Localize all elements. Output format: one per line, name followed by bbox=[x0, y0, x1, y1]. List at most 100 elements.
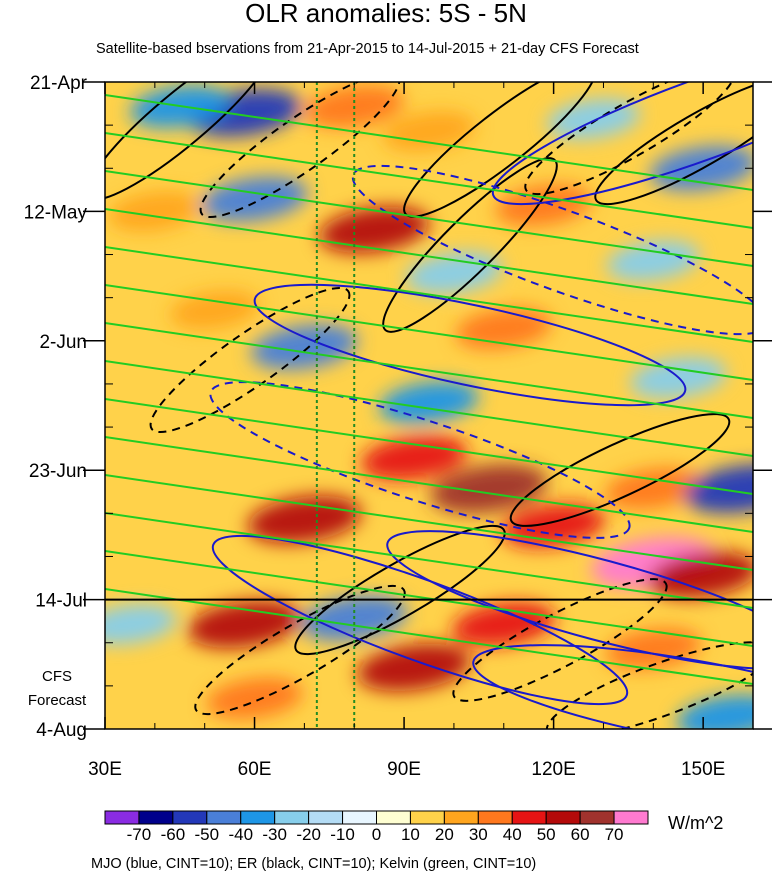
x-axis: 30E 60E 90E 120E 150E bbox=[88, 82, 725, 780]
y-tick-label: 21-Apr bbox=[30, 73, 88, 94]
anomaly-patch-10 bbox=[606, 240, 700, 281]
chart-subtitle: Satellite-based bservations from 21-Apr-… bbox=[96, 41, 639, 57]
colorbar-label: 30 bbox=[469, 825, 488, 844]
anomaly-patch-21 bbox=[684, 464, 753, 514]
colorbar-swatch-14 bbox=[579, 810, 615, 825]
forecast-label: CFS bbox=[42, 668, 72, 685]
er-contour-6 bbox=[509, 413, 731, 527]
x-tick-label: 60E bbox=[238, 759, 272, 780]
colorbar-swatch-12 bbox=[511, 810, 547, 825]
anomaly-patch-4 bbox=[547, 99, 640, 139]
kelvin-contour-7 bbox=[105, 360, 753, 457]
anomaly-patch-3 bbox=[382, 111, 476, 152]
kelvin-contour-3 bbox=[105, 208, 753, 305]
kelvin-contour-2 bbox=[105, 170, 753, 267]
footnote: MJO (blue, CINT=10); ER (black, CINT=10)… bbox=[91, 856, 537, 872]
colorbar-label: -30 bbox=[262, 825, 287, 844]
er-contour-5 bbox=[149, 286, 351, 434]
colorbar-label: 60 bbox=[571, 825, 590, 844]
x-tick-label: 150E bbox=[681, 759, 725, 780]
colorbar-swatch-11 bbox=[477, 810, 513, 825]
y-axis: 21-Apr 12-May 2-Jun 23-Jun 14-Jul 4-Aug CFS For… bbox=[24, 73, 772, 741]
colorbar-label: 20 bbox=[435, 825, 454, 844]
colorbar-swatch-8 bbox=[376, 810, 411, 825]
colorbar-label: -40 bbox=[228, 825, 253, 844]
colorbar-label: 10 bbox=[401, 825, 420, 844]
colorbar-swatch-6 bbox=[308, 810, 344, 825]
er-contour-1 bbox=[199, 82, 401, 219]
colorbar-swatch-15 bbox=[613, 810, 649, 825]
anomaly-patch-30 bbox=[676, 694, 753, 729]
y-tick-label: 23-Jun bbox=[29, 461, 87, 482]
er-contour-9 bbox=[545, 641, 753, 729]
colorbar-label: 50 bbox=[537, 825, 556, 844]
anomaly-patch-8 bbox=[319, 206, 430, 254]
kelvin-contour-4 bbox=[105, 246, 753, 343]
anomaly-patch-27 bbox=[357, 643, 471, 692]
mjo-contour-1 bbox=[253, 283, 687, 407]
colorbar-label: -20 bbox=[296, 825, 321, 844]
anomaly-patch-18 bbox=[430, 464, 548, 514]
x-tick-label: 90E bbox=[387, 759, 421, 780]
mjo-contour-2 bbox=[209, 381, 631, 539]
colorbar-swatch-5 bbox=[274, 810, 310, 825]
colorbar-swatch-3 bbox=[206, 810, 242, 825]
colorbar-label: 70 bbox=[605, 825, 624, 844]
anomaly-patch-7 bbox=[108, 191, 202, 232]
kelvin-contour-8 bbox=[105, 398, 753, 495]
colorbar-swatch-7 bbox=[342, 810, 377, 825]
anomaly-patch-32 bbox=[206, 677, 303, 719]
colorbar-swatch-9 bbox=[409, 810, 445, 825]
colorbar: -70 -60 -50 -40 -30 -20 -10 0 10 20 30 40 50 60 70 bbox=[104, 810, 649, 844]
colorbar-label: -50 bbox=[195, 825, 220, 844]
anomaly-patch-25 bbox=[187, 600, 302, 649]
kelvin-contour-13 bbox=[105, 588, 753, 685]
er-contour-3 bbox=[524, 82, 736, 196]
er-contour-2 bbox=[403, 82, 597, 218]
colorbar-label: 0 bbox=[372, 825, 381, 844]
y-tick-label: 14-Jul bbox=[35, 591, 87, 612]
anomaly-patch-6 bbox=[201, 176, 308, 222]
kelvin-contour-5 bbox=[105, 284, 753, 381]
y-tick-label: 4-Aug bbox=[36, 720, 87, 741]
er-contour-8 bbox=[452, 578, 668, 702]
colorbar-units: W/m^2 bbox=[668, 813, 724, 833]
kelvin-contour-9 bbox=[105, 436, 753, 533]
kelvin-contour-12 bbox=[105, 550, 753, 647]
colorbar-swatch-13 bbox=[545, 810, 581, 825]
anomaly-patch-12 bbox=[251, 324, 358, 370]
colorbar-swatch-0 bbox=[104, 810, 140, 825]
kelvin-contour-0 bbox=[105, 94, 753, 191]
x-tick-label: 30E bbox=[88, 759, 122, 780]
er-contour-0 bbox=[105, 82, 275, 201]
plot-area bbox=[105, 82, 753, 729]
anomaly-patch-31 bbox=[105, 604, 177, 645]
plot-border bbox=[104, 81, 754, 730]
anomaly-patch-17 bbox=[360, 435, 468, 481]
anomaly-patch-13 bbox=[170, 290, 260, 330]
colorbar-swatch-4 bbox=[240, 810, 276, 825]
colorbar-swatch-2 bbox=[172, 810, 208, 825]
mjo-contour-0 bbox=[351, 164, 753, 336]
colorbar-label: 40 bbox=[503, 825, 522, 844]
plot-frame bbox=[104, 81, 754, 730]
colorbar-label: -10 bbox=[330, 825, 355, 844]
y-tick-label: 2-Jun bbox=[39, 332, 87, 353]
anomaly-patch-24 bbox=[648, 551, 753, 599]
anomaly-patch-20 bbox=[605, 468, 702, 510]
kelvin-contour-1 bbox=[105, 132, 753, 229]
mjo-contour-6 bbox=[472, 644, 753, 729]
colorbar-swatch-10 bbox=[443, 810, 479, 825]
kelvin-contour-11 bbox=[105, 512, 753, 609]
kelvin-contour-10 bbox=[105, 474, 753, 571]
colorbar-label: -70 bbox=[127, 825, 152, 844]
er-contours bbox=[105, 82, 753, 729]
y-tick-label: 12-May bbox=[24, 202, 88, 223]
forecast-label: Forecast bbox=[28, 692, 87, 709]
mjo-contour-5 bbox=[386, 530, 753, 670]
colorbar-label: -60 bbox=[161, 825, 186, 844]
x-tick-label: 120E bbox=[531, 759, 575, 780]
er-contour-11 bbox=[594, 82, 753, 206]
kelvin-contours bbox=[105, 94, 753, 685]
